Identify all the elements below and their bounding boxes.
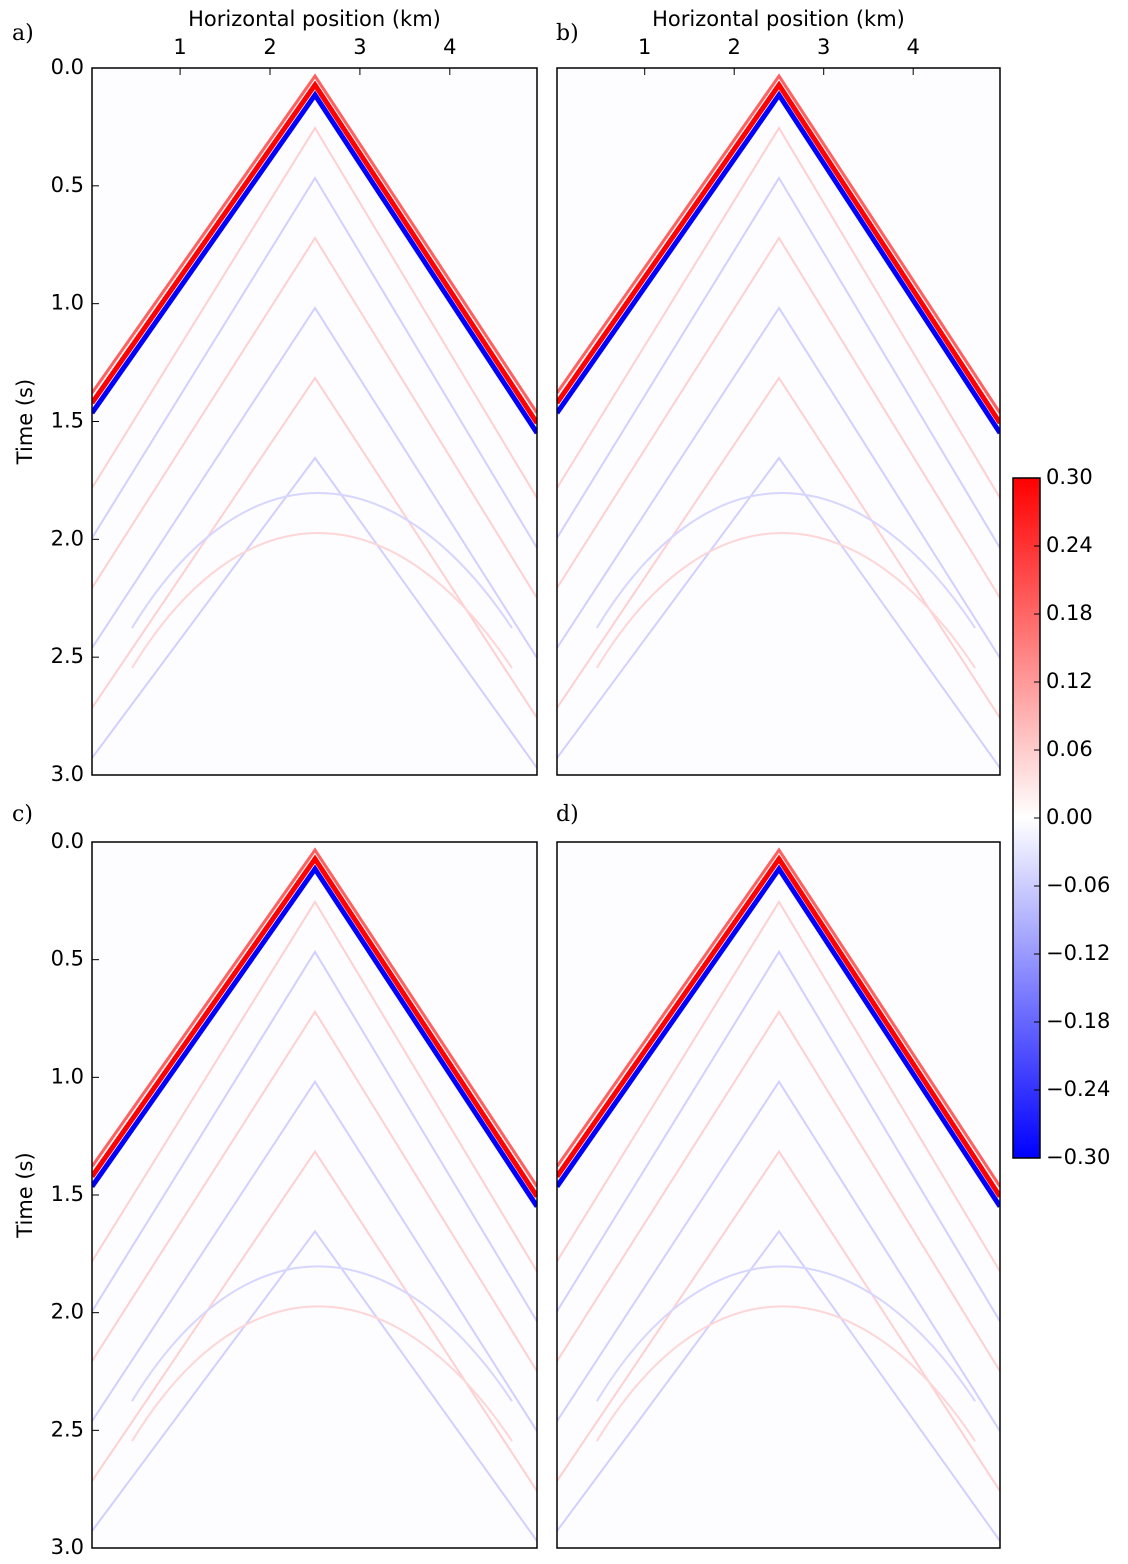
seismic-image: [557, 842, 1000, 1548]
y-axis-label: Time (s): [13, 379, 37, 465]
colorbar-tick-label: 0.30: [1046, 465, 1093, 489]
panel-label: b): [556, 21, 579, 46]
y-tick-label: 1.5: [51, 409, 84, 433]
y-tick-label: 2.0: [51, 1300, 84, 1324]
x-axis-label: Horizontal position (km): [188, 7, 441, 31]
y-tick-label: 0.5: [51, 173, 84, 197]
colorbar-tick-label: −0.06: [1046, 873, 1110, 897]
x-tick-label: 2: [728, 35, 741, 59]
panel-label: c): [12, 802, 33, 827]
y-tick-label: 3.0: [51, 762, 84, 786]
seismic-image: [92, 842, 537, 1548]
y-tick-label: 1.0: [51, 1064, 84, 1088]
colorbar-tick-label: −0.30: [1046, 1145, 1110, 1169]
colorbar-tick-label: 0.06: [1046, 737, 1093, 761]
y-tick-label: 0.0: [51, 829, 84, 853]
colorbar-tick-label: −0.24: [1046, 1077, 1110, 1101]
x-tick-label: 1: [638, 35, 651, 59]
y-tick-label: 1.5: [51, 1182, 84, 1206]
y-tick-label: 1.0: [51, 291, 84, 315]
plot-frame: [556, 841, 1001, 1549]
colorbar-tick-label: 0.18: [1046, 601, 1093, 625]
colorbar-tick-label: −0.12: [1046, 941, 1110, 965]
plot-frame: [556, 67, 1001, 776]
x-axis-label: Horizontal position (km): [652, 7, 905, 31]
colorbar-tick-label: −0.18: [1046, 1009, 1110, 1033]
x-tick-label: 3: [817, 35, 830, 59]
panel-label: d): [556, 802, 579, 827]
y-tick-label: 0.5: [51, 947, 84, 971]
x-tick-label: 1: [173, 35, 186, 59]
colorbar-tick-label: 0.24: [1046, 533, 1093, 557]
panel-label: a): [12, 21, 34, 46]
seismic-image: [92, 68, 537, 775]
colorbar-tick-label: 0.00: [1046, 805, 1093, 829]
x-tick-label: 4: [907, 35, 920, 59]
seismic-image: [557, 68, 1000, 775]
y-tick-label: 2.5: [51, 644, 84, 668]
y-tick-label: 2.0: [51, 526, 84, 550]
y-tick-label: 3.0: [51, 1535, 84, 1559]
x-tick-label: 3: [353, 35, 366, 59]
y-axis-label: Time (s): [13, 1152, 37, 1238]
x-tick-label: 4: [443, 35, 456, 59]
x-tick-label: 2: [263, 35, 276, 59]
y-tick-label: 2.5: [51, 1417, 84, 1441]
y-tick-label: 0.0: [51, 55, 84, 79]
colorbar-tick-label: 0.12: [1046, 669, 1093, 693]
